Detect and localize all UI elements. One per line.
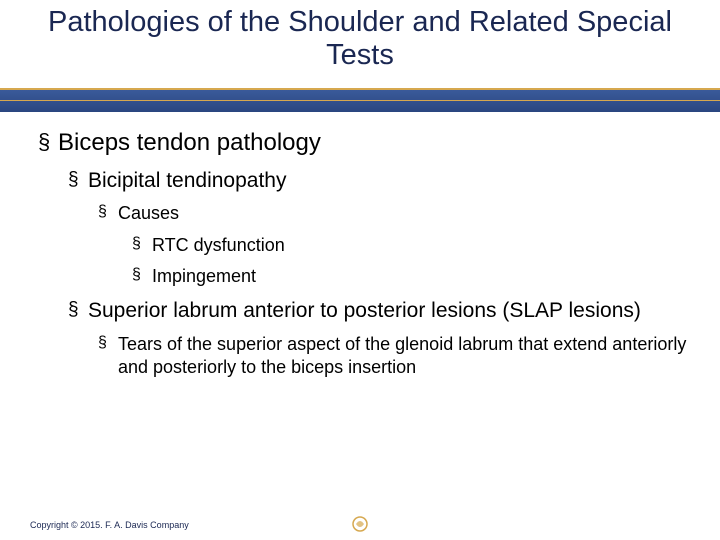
slide: Pathologies of the Shoulder and Related … <box>0 0 720 540</box>
bullet-text: Biceps tendon pathology <box>58 129 321 156</box>
bullet-level4: RTC dysfunction <box>132 234 690 257</box>
copyright-footer: Copyright © 2015. F. A. Davis Company <box>30 520 189 530</box>
bullet-text: RTC dysfunction <box>152 235 285 255</box>
divider-gold-inner <box>0 100 720 101</box>
bullet-level2: Bicipital tendinopathy <box>68 168 690 194</box>
bullet-text: Causes <box>118 203 179 223</box>
decorative-swirl-icon <box>350 514 370 534</box>
bullet-level3: Causes <box>98 202 690 225</box>
header-band <box>0 90 720 112</box>
bullet-text: Bicipital tendinopathy <box>88 169 286 192</box>
bullet-text: Superior labrum anterior to posterior le… <box>88 299 641 322</box>
bullet-text: Tears of the superior aspect of the glen… <box>118 334 686 377</box>
content-area: Biceps tendon pathology Bicipital tendin… <box>38 128 690 387</box>
bullet-text: Impingement <box>152 266 256 286</box>
bullet-level4: Impingement <box>132 265 690 288</box>
bullet-level1: Biceps tendon pathology <box>38 128 690 158</box>
bullet-level2: Superior labrum anterior to posterior le… <box>68 298 690 324</box>
slide-title: Pathologies of the Shoulder and Related … <box>40 6 680 73</box>
bullet-level3: Tears of the superior aspect of the glen… <box>98 333 690 380</box>
title-area: Pathologies of the Shoulder and Related … <box>0 0 720 81</box>
